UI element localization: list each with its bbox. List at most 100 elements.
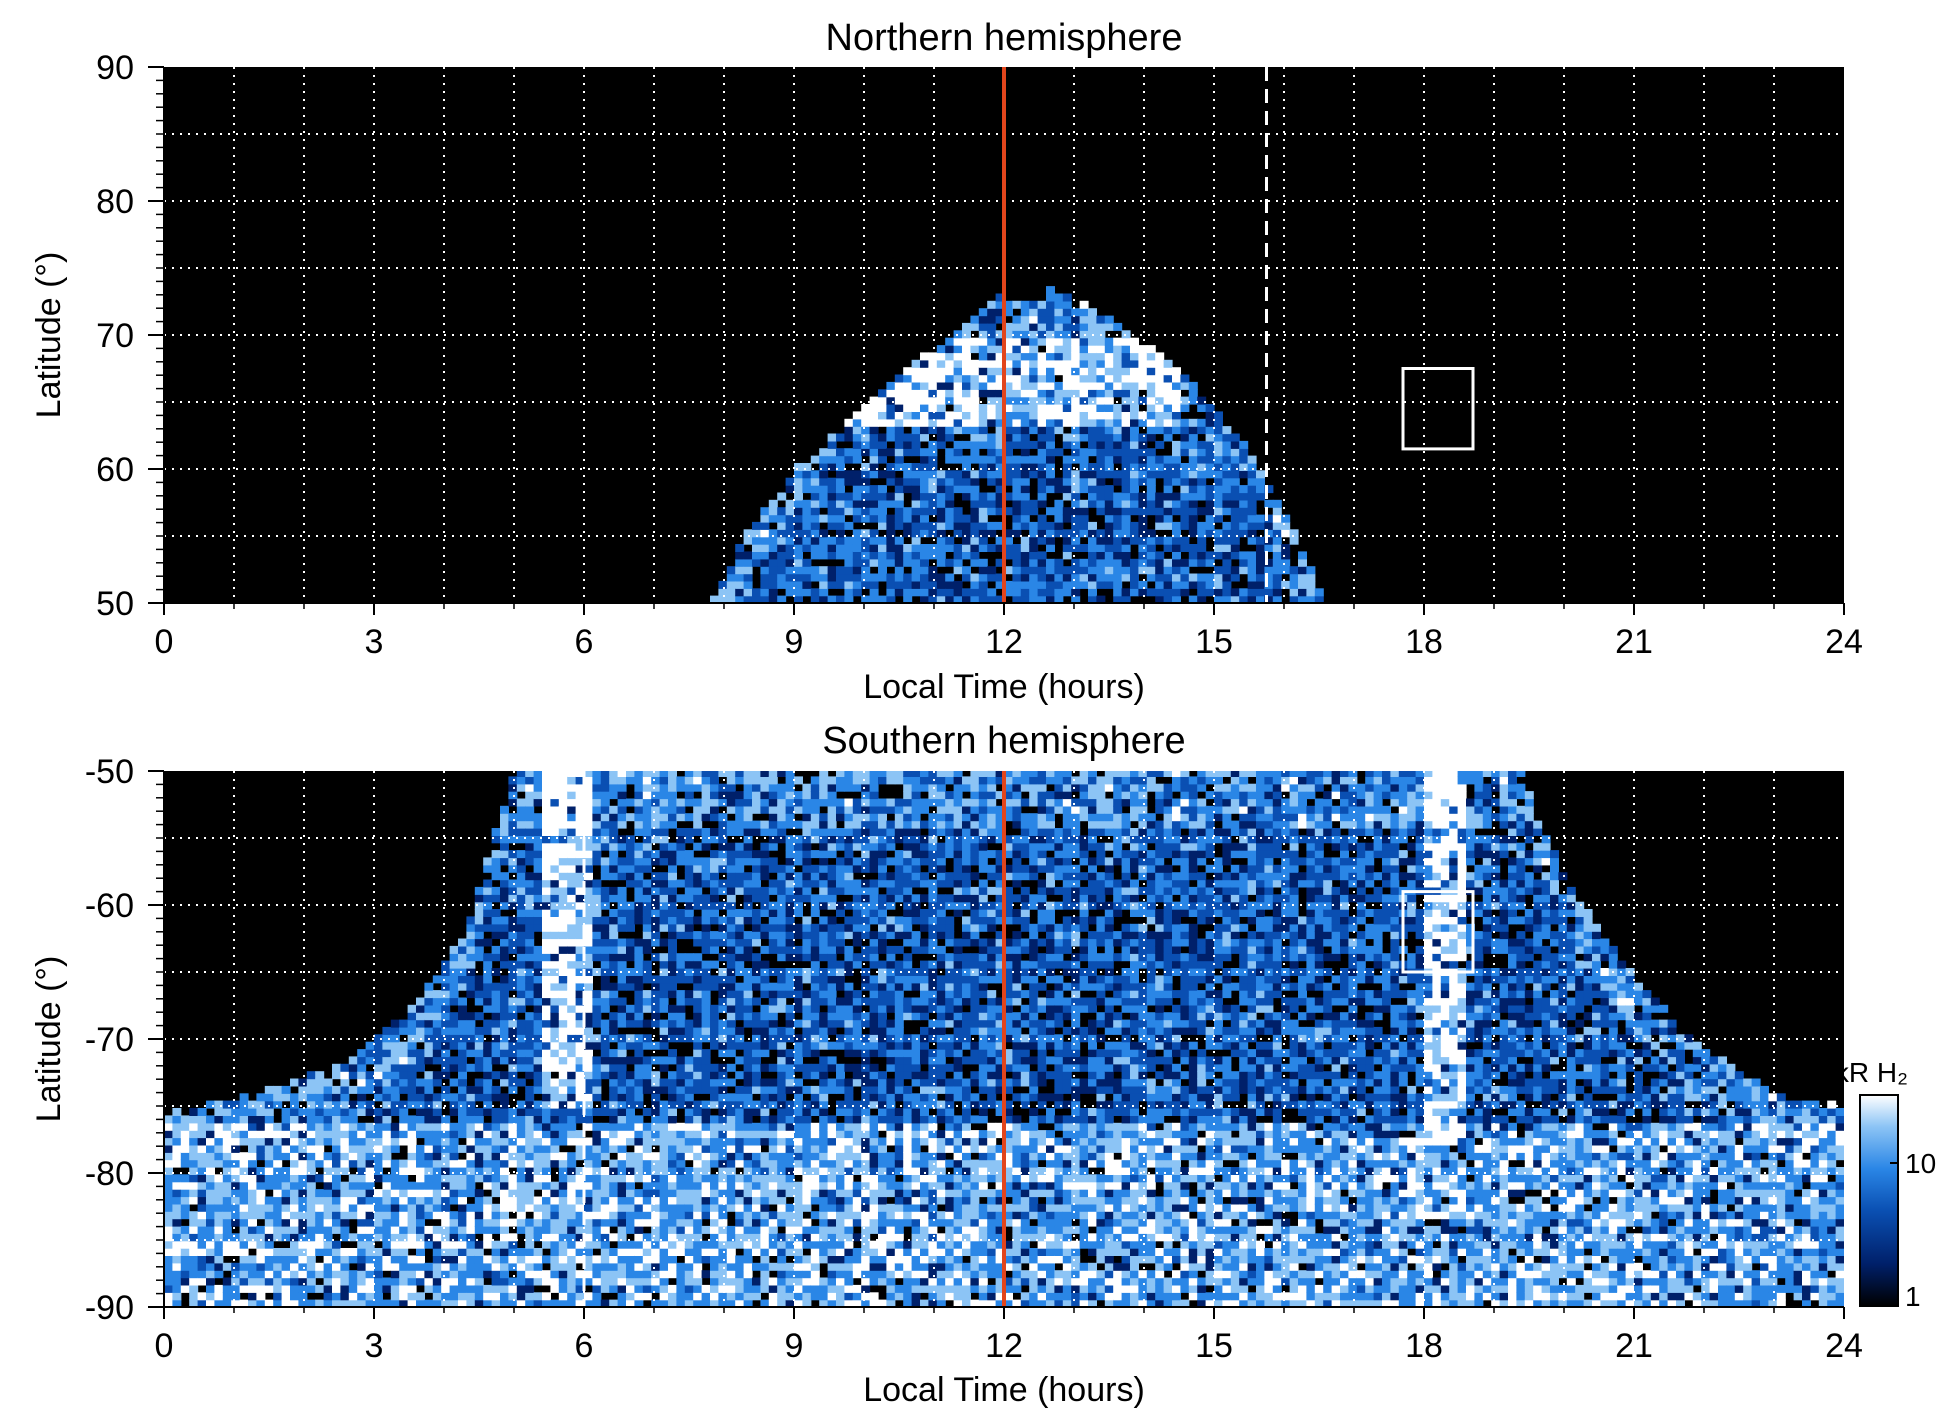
emission-cell <box>802 580 812 589</box>
emission-cell <box>466 1159 476 1168</box>
emission-cell <box>491 1181 501 1190</box>
emission-cell <box>1012 367 1022 376</box>
emission-cell <box>558 1284 568 1293</box>
emission-cell <box>458 1115 467 1124</box>
emission-cell <box>483 960 493 969</box>
emission-cell <box>315 1130 325 1139</box>
emission-cell <box>382 1174 392 1183</box>
emission-cell <box>458 997 467 1006</box>
emission-cell <box>710 886 719 895</box>
emission-cell <box>936 588 946 597</box>
emission-cell <box>1104 448 1114 457</box>
emission-cell <box>525 1026 535 1035</box>
emission-cell <box>164 1203 173 1212</box>
emission-cell <box>550 1277 560 1286</box>
emission-cell <box>1146 426 1156 435</box>
emission-cell <box>458 1284 467 1293</box>
emission-cell <box>1230 521 1240 530</box>
emission-cell <box>550 960 560 969</box>
emission-cell <box>810 588 820 597</box>
emission-cell <box>920 485 929 494</box>
emission-cell <box>945 514 955 523</box>
emission-cell <box>642 923 652 932</box>
emission-cell <box>466 1100 476 1109</box>
emission-cell <box>651 1122 661 1131</box>
emission-cell <box>1205 529 1215 538</box>
emission-cell <box>390 1277 400 1286</box>
emission-cell <box>575 771 585 777</box>
emission-cell <box>1046 411 1055 420</box>
emission-cell <box>987 337 997 346</box>
emission-cell <box>298 1093 308 1102</box>
emission-cell <box>609 1203 619 1212</box>
emission-cell <box>600 771 610 777</box>
emission-cell <box>676 931 686 940</box>
emission-cell <box>365 1240 375 1249</box>
emission-cell <box>978 573 988 582</box>
emission-cell <box>222 1211 232 1220</box>
emission-cell <box>180 1262 190 1271</box>
emission-cell <box>987 440 997 449</box>
emission-cell <box>449 1270 459 1279</box>
emission-cell <box>617 1144 627 1153</box>
emission-cell <box>348 1130 358 1139</box>
emission-cell <box>323 1189 333 1198</box>
emission-cell <box>264 1262 274 1271</box>
emission-cell <box>953 514 963 523</box>
emission-cell <box>491 1004 501 1013</box>
emission-cell <box>407 1041 417 1050</box>
emission-cell <box>861 580 871 589</box>
emission-cell <box>214 1181 224 1190</box>
emission-cell <box>1121 521 1131 530</box>
emission-cell <box>995 595 1005 603</box>
emission-cell <box>491 931 501 940</box>
emission-cell <box>592 1041 602 1050</box>
emission-cell <box>953 330 963 339</box>
emission-cell <box>365 1159 375 1168</box>
emission-cell <box>710 1122 719 1131</box>
emission-cell <box>600 1284 610 1293</box>
emission-cell <box>290 1122 299 1131</box>
emission-cell <box>382 1159 392 1168</box>
emission-cell <box>794 588 803 597</box>
emission-cell <box>710 1100 719 1109</box>
emission-cell <box>995 418 1005 427</box>
emission-cell <box>1146 566 1156 575</box>
emission-cell <box>332 1100 341 1109</box>
emission-cell <box>533 828 543 836</box>
emission-cell <box>936 485 946 494</box>
emission-cell <box>802 477 812 486</box>
emission-cell <box>558 1225 568 1234</box>
emission-cell <box>416 1292 425 1301</box>
emission-cell <box>290 1108 299 1116</box>
emission-cell <box>651 850 661 859</box>
emission-cell <box>348 1270 358 1279</box>
emission-cell <box>626 1292 635 1301</box>
emission-cell <box>441 1255 451 1264</box>
emission-cell <box>592 1262 602 1271</box>
emission-cell <box>936 367 946 376</box>
emission-cell <box>668 1196 677 1205</box>
emission-cell <box>1214 426 1223 435</box>
emission-cell <box>424 1115 434 1124</box>
emission-cell <box>1071 521 1081 530</box>
emission-cell <box>1155 514 1165 523</box>
emission-cell <box>1130 529 1139 538</box>
emission-cell <box>525 1240 535 1249</box>
emission-cell <box>701 960 711 969</box>
emission-cell <box>466 1144 476 1153</box>
emission-cell <box>172 1159 182 1168</box>
emission-cell <box>592 938 602 947</box>
emission-cell <box>600 798 610 807</box>
emission-cell <box>936 477 946 486</box>
emission-cell <box>693 1004 703 1013</box>
emission-cell <box>390 1159 400 1168</box>
emission-cell <box>315 1085 325 1094</box>
emission-cell <box>1004 345 1013 354</box>
emission-cell <box>382 1284 392 1293</box>
emission-cell <box>550 1137 560 1146</box>
emission-cell <box>441 1041 451 1050</box>
emission-cell <box>1088 580 1097 589</box>
emission-cell <box>1205 588 1215 597</box>
emission-cell <box>390 1292 400 1301</box>
